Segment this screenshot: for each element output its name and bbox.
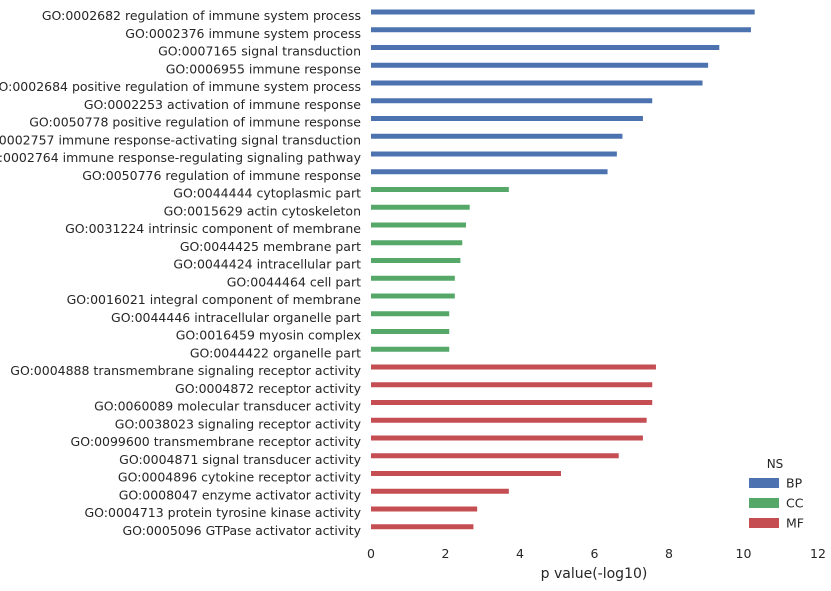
bar	[371, 62, 709, 68]
category-label: GO:0038023 signaling receptor activity	[115, 416, 362, 431]
bar	[371, 417, 647, 423]
bar	[371, 364, 656, 370]
category-label: GO:0004888 transmembrane signaling recep…	[10, 363, 361, 378]
category-label: GO:0002376 immune system process	[125, 26, 361, 41]
bar	[371, 45, 720, 50]
category-label: GO:0044464 cell part	[227, 274, 361, 289]
legend-title: NS	[767, 457, 784, 471]
category-label: GO:0005096 GTPase activator activity	[122, 523, 361, 538]
bar	[371, 240, 463, 246]
bar	[371, 400, 653, 405]
category-label: GO:0008047 enzyme activator activity	[119, 487, 362, 502]
category-label: GO:0060089 molecular transducer activity	[94, 399, 362, 414]
bar	[371, 471, 561, 476]
x-tick-label: 4	[516, 546, 524, 561]
x-tick-label: 6	[591, 546, 599, 561]
bar	[371, 453, 619, 459]
category-label: GO:0004871 signal transducer activity	[119, 452, 361, 467]
bar	[371, 275, 455, 281]
bar	[371, 133, 623, 139]
category-label: GO:0004896 cytokine receptor activity	[118, 470, 362, 485]
bar	[371, 27, 751, 33]
category-label: GO:0044424 intracellular part	[173, 257, 361, 272]
bar	[371, 9, 755, 15]
category-label: GO:0044446 intracellular organelle part	[111, 310, 361, 325]
category-label: GO:0004713 protein tyrosine kinase activ…	[85, 505, 362, 520]
x-tick-label: 0	[367, 546, 375, 561]
bar	[371, 293, 455, 299]
category-label: GO:0050776 regulation of immune response	[82, 168, 361, 183]
bar	[371, 98, 653, 104]
category-label: GO:0016459 myosin complex	[176, 328, 361, 343]
bar	[371, 151, 617, 157]
x-tick-label: 10	[736, 546, 752, 561]
bar	[371, 382, 653, 388]
category-label: GO:0044444 cytoplasmic part	[173, 186, 361, 201]
category-label: GO:0015629 actin cytoskeleton	[164, 203, 361, 218]
bar	[371, 346, 450, 352]
legend-swatch	[749, 518, 779, 528]
category-label: GO:0006955 immune response	[166, 61, 362, 76]
category-label: GO:0016021 integral component of membran…	[67, 292, 362, 307]
category-label: GO:0044425 membrane part	[180, 239, 361, 254]
legend-label: BP	[786, 476, 803, 491]
bar	[371, 222, 466, 228]
bar	[371, 506, 478, 512]
category-label: GO:0004872 receptor activity	[175, 381, 362, 396]
category-label: GO:0002764 immune response-regulating si…	[0, 150, 362, 165]
x-tick-label: 8	[665, 546, 673, 561]
bar	[371, 488, 509, 494]
category-label: GO:0002684 positive regulation of immune…	[0, 79, 361, 94]
legend-label: MF	[786, 516, 804, 531]
x-tick-labels-group: 0 2 4 6 8 10 12	[367, 546, 826, 561]
category-label: GO:0099600 transmembrane receptor activi…	[71, 434, 362, 449]
bar	[371, 329, 450, 334]
bar	[371, 311, 450, 317]
category-labels-group: GO:0002682 regulation of immune system p…	[0, 8, 362, 538]
bar	[371, 116, 643, 121]
bar	[371, 204, 470, 210]
category-label: GO:0007165 signal transduction	[158, 44, 361, 59]
category-label: GO:0002682 regulation of immune system p…	[42, 8, 361, 23]
category-label: GO:0050778 positive regulation of immune…	[29, 115, 361, 130]
bar	[371, 435, 643, 441]
x-axis-label: p value(-log10)	[541, 566, 648, 582]
legend-label: CC	[786, 496, 804, 511]
legend: NS BP CC MF	[749, 457, 804, 531]
category-label: GO:0002757 immune response-activating si…	[0, 132, 361, 147]
category-label: GO:0031224 intrinsic component of membra…	[65, 221, 361, 236]
bar	[371, 187, 509, 192]
x-tick-label: 2	[442, 546, 450, 561]
category-label: GO:0044422 organelle part	[190, 345, 361, 360]
bar	[371, 524, 474, 530]
legend-swatch	[749, 478, 779, 488]
bar	[371, 80, 703, 86]
bar	[371, 258, 461, 263]
bars-group	[371, 9, 755, 530]
bar	[371, 169, 608, 175]
category-label: GO:0002253 activation of immune response	[84, 97, 361, 112]
legend-swatch	[749, 498, 779, 508]
x-tick-label: 12	[810, 546, 826, 561]
